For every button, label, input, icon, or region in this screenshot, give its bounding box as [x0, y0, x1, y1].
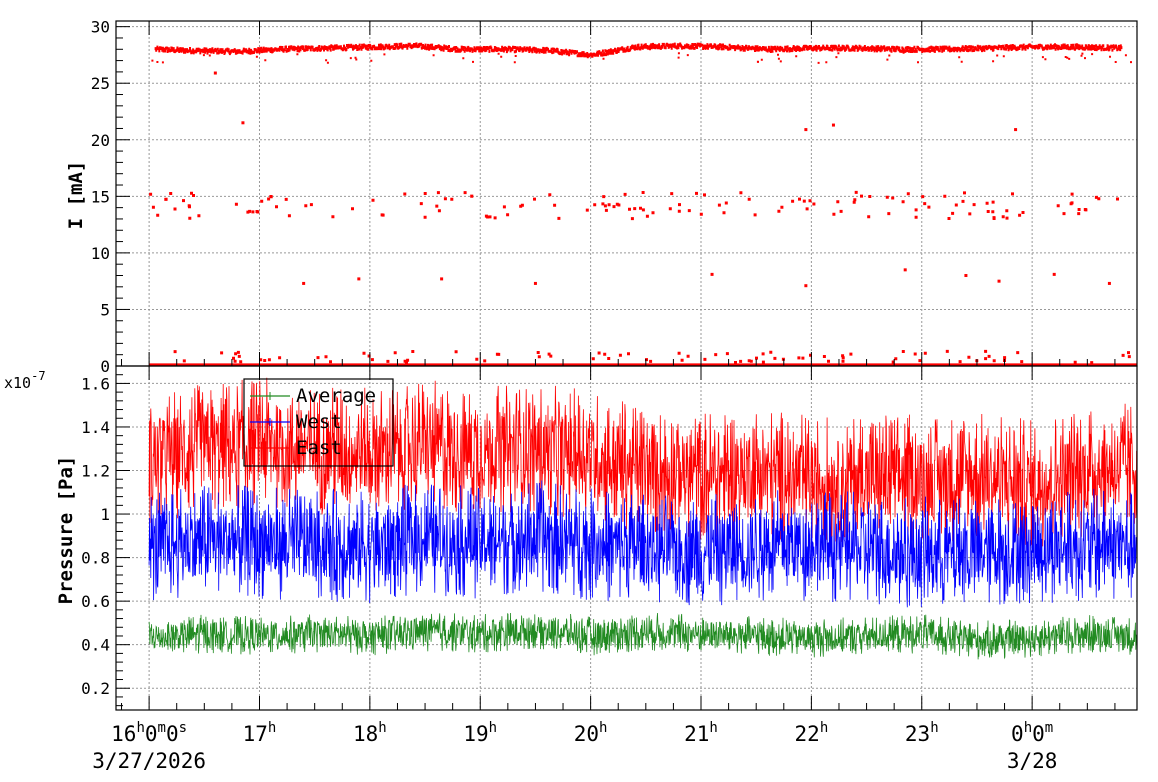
current-outlier-point [997, 279, 1001, 283]
x-tick-label: 18h [353, 720, 387, 746]
pressure-line-west [148, 480, 1138, 608]
bottom-y-tick-label: 1.6 [81, 374, 110, 393]
current-outlier-point [1014, 128, 1018, 132]
x-tick-sup: h [820, 720, 828, 736]
current-outlier-point [302, 281, 306, 285]
top-y-tick-label: 15 [91, 187, 110, 206]
x-tick-label: 16h0m0s [111, 720, 187, 746]
legend-label-average: Average [296, 385, 376, 407]
x-tick-sup: s [179, 720, 187, 736]
bottom-y-tick-label: 1 [100, 505, 110, 524]
x-tick-mid: 0 [1032, 722, 1045, 746]
current-outlier-point [1052, 272, 1056, 276]
x-tick-label: 22h [795, 720, 829, 746]
y-scale-exponent: x10-7 [4, 369, 46, 392]
top-y-tick-label: 10 [91, 244, 110, 263]
pressure-line-average [148, 612, 1138, 660]
x-date-label: 3/28 [1007, 749, 1058, 773]
panel-frames [115, 20, 1138, 711]
bottom-y-tick-label: 0.8 [81, 549, 110, 568]
current-outlier-point [804, 284, 808, 288]
bottom-panel-frame [115, 365, 1138, 711]
current-scatter-series [149, 42, 1137, 367]
top-y-tick-label: 5 [100, 300, 110, 319]
current-outlier-point [804, 128, 808, 132]
x-tick-main: 0 [1011, 722, 1024, 746]
top-y-tick-label: 20 [91, 131, 110, 150]
x-tick-main: 17 [243, 722, 268, 746]
x-tick-sup: h [378, 720, 386, 736]
x-tick-main: 19 [463, 722, 488, 746]
y-scale-base: x10 [4, 374, 31, 392]
legend-label-east: East [296, 437, 342, 459]
x-tick-label: 19h [463, 720, 497, 746]
axis-labels: 0510152025300.20.40.60.811.21.41.616h0m0… [81, 18, 1057, 773]
x-tick-mid: 0 [145, 722, 158, 746]
x-tick-sup: h [599, 720, 607, 736]
x-tick-label: 0h0m [1011, 720, 1053, 746]
top-y-tick-label: 30 [91, 18, 110, 37]
x-date-label: 3/27/2026 [92, 749, 206, 773]
x-tick-sup: m [1045, 720, 1053, 736]
x-tick-main: 21 [684, 722, 709, 746]
pressure-line-east [148, 377, 1138, 547]
x-tick-main: 20 [574, 722, 599, 746]
current-outlier-point [533, 281, 537, 285]
top-y-axis-title: I [mA] [65, 161, 87, 230]
x-tick-mid: 0 [166, 722, 179, 746]
current-outlier-point [241, 121, 245, 125]
top-y-tick-label: 0 [100, 357, 110, 376]
current-outlier-point [213, 71, 217, 75]
current-outlier-point [710, 272, 714, 276]
current-main-band [154, 42, 1123, 59]
current-outlier-point [1107, 281, 1111, 285]
bottom-y-tick-label: 1.4 [81, 418, 110, 437]
x-tick-main: 22 [795, 722, 820, 746]
x-tick-sup: h [136, 720, 144, 736]
x-tick-sup: h [1024, 720, 1032, 736]
x-tick-label: 21h [684, 720, 718, 746]
current-outlier-point [903, 268, 907, 272]
x-tick-sup: h [268, 720, 276, 736]
legend-label-west: West [296, 411, 342, 433]
bottom-y-axis-title: Pressure [Pa] [55, 456, 77, 605]
x-tick-label: 17h [243, 720, 277, 746]
bottom-y-tick-label: 1.2 [81, 462, 110, 481]
top-panel-grid [116, 21, 1137, 367]
x-tick-sup: h [489, 720, 497, 736]
y-scale-exp: -7 [31, 369, 45, 383]
top-y-tick-label: 25 [91, 74, 110, 93]
axis-ticks [116, 21, 1116, 710]
bottom-y-tick-label: 0.6 [81, 592, 110, 611]
current-outlier-point [357, 277, 361, 281]
legend-box [243, 378, 394, 467]
x-tick-label: 20h [574, 720, 608, 746]
bottom-y-tick-label: 0.2 [81, 679, 110, 698]
current-scatter-points [149, 51, 1133, 365]
x-tick-sup: m [158, 720, 166, 736]
current-outlier-point [964, 274, 968, 278]
bottom-y-tick-label: 0.4 [81, 636, 110, 655]
x-tick-sup: h [709, 720, 717, 736]
x-tick-sup: h [930, 720, 938, 736]
x-tick-main: 23 [905, 722, 930, 746]
x-tick-label: 23h [905, 720, 939, 746]
current-outlier-point [831, 123, 835, 127]
legend: Average West East [243, 378, 394, 467]
x-tick-main: 18 [353, 722, 378, 746]
pressure-line-series [148, 377, 1138, 660]
x-tick-main: 16 [111, 722, 136, 746]
current-outlier-point [440, 277, 444, 281]
